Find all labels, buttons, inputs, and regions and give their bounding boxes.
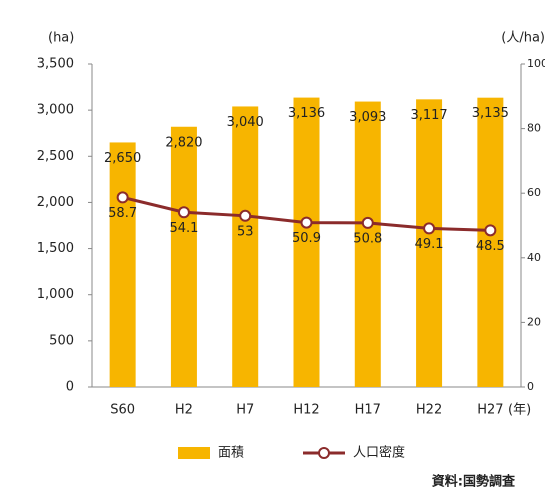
x-tick-label: H27 (477, 403, 503, 418)
bar (354, 101, 381, 387)
y2-axis-label: (人/ha) (501, 31, 545, 46)
line-marker (116, 191, 129, 204)
x-tick-label: H22 (416, 403, 442, 418)
bar (477, 97, 504, 387)
line-marker (484, 224, 497, 237)
y-tick-label: 2,500 (37, 149, 74, 164)
y2-tick-label: 100 (527, 57, 545, 70)
line-value-label: 58.7 (108, 206, 137, 221)
y2-tick-label: 0 (527, 380, 534, 393)
legend-label: 面積 (218, 446, 244, 461)
y-tick-label: 3,500 (37, 57, 74, 72)
x-tick-label: H17 (355, 403, 381, 418)
x-tick-label: H7 (236, 403, 254, 418)
bar (293, 97, 320, 387)
source: 資料:国勢調査 (432, 474, 516, 490)
y-axis-label: (ha) (48, 31, 74, 46)
line-value-label: 54.1 (169, 221, 198, 236)
line-marker (177, 206, 190, 219)
y-tick-label: 1,000 (37, 287, 74, 302)
bar-value-label: 3,117 (410, 108, 447, 123)
bar-value-label: 2,650 (104, 151, 141, 166)
bar (109, 142, 136, 387)
line-value-label: 50.9 (292, 231, 321, 246)
bar (170, 126, 197, 388)
x-tick-label: S60 (110, 403, 135, 418)
line-marker (300, 216, 313, 229)
bar (232, 106, 259, 388)
bar-value-label: 3,040 (227, 115, 264, 130)
y-tick-label: 3,000 (37, 103, 74, 118)
bar-value-label: 3,136 (288, 106, 325, 121)
bar (416, 99, 443, 387)
line-marker (361, 216, 374, 229)
x-tick-label: H12 (293, 403, 319, 418)
y2-tick-label: 60 (527, 186, 541, 199)
legend-label: 人口密度 (353, 445, 405, 461)
line-value-label: 53 (237, 224, 254, 239)
line-value-label: 49.1 (415, 237, 444, 252)
bar-value-label: 2,820 (165, 135, 202, 150)
y2-tick-label: 80 (527, 122, 541, 135)
y2-tick-label: 20 (527, 315, 541, 328)
line-marker (239, 209, 252, 222)
y-tick-label: 0 (66, 380, 74, 395)
line-marker (423, 222, 436, 235)
y-tick-label: 1,500 (37, 241, 74, 256)
y2-tick-label: 40 (527, 251, 541, 264)
line-value-label: 50.8 (353, 231, 382, 246)
x-axis-label: (年) (508, 403, 531, 418)
legend-swatch (178, 447, 210, 459)
y-tick-label: 2,000 (37, 195, 74, 210)
y-tick-label: 500 (49, 333, 74, 348)
legend-marker (318, 447, 330, 459)
line-value-label: 48.5 (476, 239, 505, 254)
bar-value-label: 3,093 (349, 110, 386, 125)
bar-value-label: 3,135 (472, 106, 509, 121)
x-tick-label: H2 (175, 403, 193, 418)
